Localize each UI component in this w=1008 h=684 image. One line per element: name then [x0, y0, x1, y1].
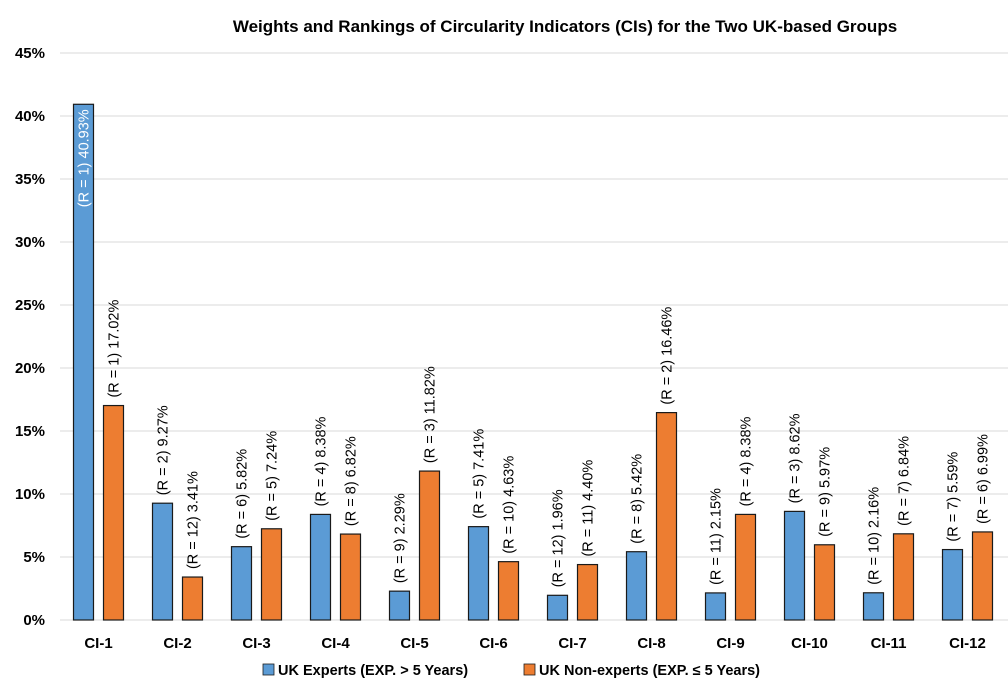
legend-label-experts: UK Experts (EXP. > 5 Years) [278, 663, 468, 679]
y-tick-label: 15% [15, 423, 45, 440]
y-tick-label: 35% [15, 171, 45, 188]
y-tick-label: 5% [23, 549, 45, 566]
x-category-label: CI-11 [871, 635, 907, 652]
data-label-non-experts: (R = 8) 6.82% [344, 436, 360, 526]
data-label-experts: (R = 6) 5.82% [235, 449, 251, 539]
bar-experts [467, 526, 490, 621]
bar-non-experts [418, 470, 441, 621]
bar-non-experts [181, 576, 204, 621]
bar-experts [309, 513, 332, 621]
bar-non-experts [971, 531, 994, 621]
data-label-non-experts: (R = 5) 7.24% [265, 431, 281, 521]
legend-swatch-non-experts [523, 663, 536, 676]
bar-experts [546, 594, 569, 621]
x-category-label: CI-9 [716, 635, 744, 652]
bar-non-experts [655, 412, 678, 621]
data-label-non-experts: (R = 10) 4.63% [502, 456, 518, 554]
y-tick-label: 10% [15, 486, 45, 503]
bar-experts [388, 590, 411, 621]
data-label-experts: (R = 12) 1.96% [551, 489, 567, 587]
x-category-label: CI-6 [479, 635, 507, 652]
bar-non-experts [339, 533, 362, 621]
data-label-non-experts: (R = 6) 6.99% [976, 434, 992, 524]
chart-title: Weights and Rankings of Circularity Indi… [233, 17, 897, 36]
data-label-non-experts: (R = 3) 11.82% [423, 366, 439, 463]
bar-experts [230, 546, 253, 621]
bar-non-experts [576, 563, 599, 621]
data-label-non-experts: (R = 11) 4.40% [581, 460, 597, 557]
bar-experts [783, 510, 806, 621]
bar-non-experts [813, 544, 836, 621]
legend: UK Experts (EXP. > 5 Years) UK Non-exper… [262, 663, 760, 679]
bar-non-experts [892, 533, 915, 621]
y-tick-label: 25% [15, 297, 45, 314]
data-label-experts: (R = 9) 2.29% [393, 493, 409, 583]
y-axis-ticks: 0% 5% 10% 15% 20% 25% 30% 35% 40% 45% [15, 45, 45, 629]
data-label-experts: (R = 4) 8.38% [314, 416, 330, 506]
bar-experts [862, 592, 885, 621]
gridlines [60, 52, 1008, 621]
data-label-non-experts: (R = 12) 3.41% [186, 471, 202, 569]
bar-experts [151, 502, 174, 621]
data-label-experts: (R = 1) 40.93% [77, 109, 93, 207]
x-category-label: CI-2 [163, 635, 191, 652]
data-label-non-experts: (R = 2) 16.46% [660, 307, 676, 405]
x-category-label: CI-1 [84, 635, 112, 652]
data-label-non-experts: (R = 7) 6.84% [897, 436, 913, 526]
data-label-experts: (R = 2) 9.27% [156, 405, 172, 495]
legend-swatch-experts [262, 663, 275, 676]
data-label-experts: (R = 3) 8.62% [788, 413, 804, 503]
data-label-non-experts: (R = 9) 5.97% [818, 447, 834, 537]
bar-experts [704, 592, 727, 621]
data-label-experts: (R = 10) 2.16% [867, 487, 883, 585]
bar-experts [625, 551, 648, 621]
y-tick-label: 30% [15, 234, 45, 251]
bar-non-experts [734, 513, 757, 621]
bar-non-experts [260, 528, 283, 621]
x-category-label: CI-12 [949, 635, 986, 652]
x-category-label: CI-3 [242, 635, 270, 652]
bar-experts [72, 103, 95, 621]
data-label-experts: (R = 11) 2.15% [709, 488, 725, 585]
bar-non-experts [497, 561, 520, 621]
x-axis-categories: CI-1 CI-2 CI-3 CI-4 CI-5 CI-6 CI-7 CI-8 CI-9 CI-1… [84, 635, 986, 652]
data-label-experts: (R = 7) 5.59% [946, 452, 962, 542]
x-category-label: CI-4 [321, 635, 350, 652]
bar-non-experts [102, 404, 125, 621]
y-tick-label: 40% [15, 108, 45, 125]
bar-experts [941, 548, 964, 621]
y-tick-label: 45% [15, 45, 45, 62]
bars: (R = 1) 40.93% (R = 1) 17.02% (R = 2) 9.27… [72, 103, 994, 621]
data-label-experts: (R = 8) 5.42% [630, 454, 646, 544]
y-tick-label: 20% [15, 360, 45, 377]
y-tick-label: 0% [23, 612, 45, 629]
legend-label-non-experts: UK Non-experts (EXP. ≤ 5 Years) [539, 663, 760, 679]
x-category-label: CI-8 [637, 635, 665, 652]
x-category-label: CI-5 [400, 635, 428, 652]
data-label-experts: (R = 5) 7.41% [472, 429, 488, 519]
x-category-label: CI-10 [791, 635, 828, 652]
data-label-non-experts: (R = 4) 8.38% [739, 416, 755, 506]
data-label-non-experts: (R = 1) 17.02% [107, 300, 123, 398]
x-category-label: CI-7 [558, 635, 586, 652]
